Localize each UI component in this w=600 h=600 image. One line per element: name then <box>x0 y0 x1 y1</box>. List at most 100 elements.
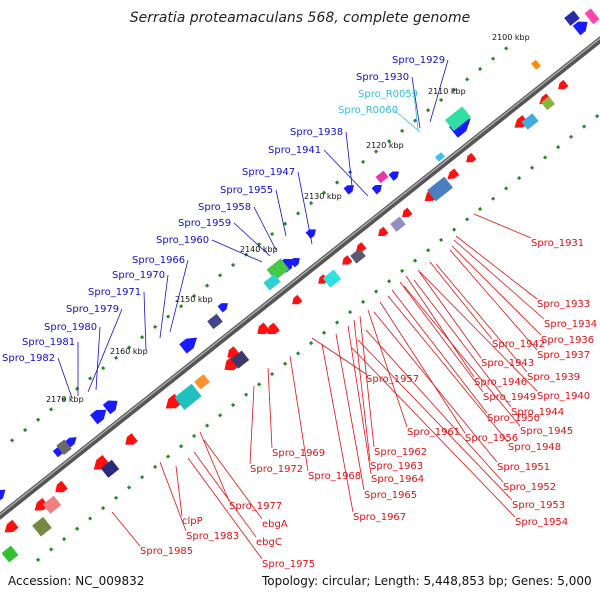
gene-label: Spro_1930 <box>356 72 409 83</box>
gene-block <box>32 516 52 537</box>
gene-label: Spro_1981 <box>22 337 75 348</box>
gene-label: Spro_1942 <box>492 339 545 350</box>
ruler-tick <box>49 407 54 412</box>
ruler-tick <box>114 355 119 360</box>
gene-label: Spro_1985 <box>140 546 193 557</box>
inner-ruler-tick <box>595 114 600 119</box>
inner-ruler-tick <box>335 320 340 325</box>
gene-label: Spro_1965 <box>364 490 417 501</box>
inner-ruler-tick <box>140 475 145 480</box>
leader-line <box>399 281 484 393</box>
gene-label: Spro_1937 <box>537 350 590 361</box>
gene-label: Spro_1944 <box>511 407 564 418</box>
gene-label: Spro_1980 <box>44 322 97 333</box>
ruler-tick <box>465 77 470 82</box>
forward-gene <box>388 171 399 181</box>
gene-label: Spro_1983 <box>186 531 239 542</box>
gene-label: Spro_1957 <box>366 374 419 385</box>
leader-line <box>249 385 255 465</box>
ruler-tick <box>283 221 288 226</box>
ruler-label: 2170 kbp <box>46 395 84 404</box>
inner-ruler-tick <box>530 165 535 170</box>
forward-gene <box>572 21 588 36</box>
ruler-tick <box>296 211 301 216</box>
ruler-label: 2120 kbp <box>366 141 404 150</box>
inner-ruler-tick <box>517 175 522 181</box>
ruler-tick <box>88 376 93 381</box>
gene-label: Spro_R0059 <box>358 89 418 100</box>
forward-gene <box>179 337 198 354</box>
ruler-tick <box>61 396 67 402</box>
gene-label: Spro_1945 <box>520 426 573 437</box>
gene-label: Spro_1958 <box>198 202 251 213</box>
leader-line <box>143 291 147 351</box>
gene-label: Spro_1966 <box>132 255 185 266</box>
gene-label: Spro_1969 <box>272 448 325 459</box>
genome-backbone-highlight <box>0 37 600 516</box>
gene-block <box>435 152 445 162</box>
inner-ruler-tick <box>543 155 548 160</box>
forward-gene <box>90 409 107 425</box>
ruler-tick <box>166 314 171 319</box>
gene-label: Spro_1955 <box>220 185 273 196</box>
leader-line <box>211 239 263 263</box>
leader-line <box>267 367 273 449</box>
leader-line <box>367 309 408 428</box>
gene-label: Spro_1938 <box>290 127 343 138</box>
gene-label: Spro_R0060 <box>338 105 398 116</box>
ruler-label: 2110 kbp <box>428 87 466 96</box>
gene-block <box>427 176 453 202</box>
ruler-tick <box>413 118 418 123</box>
reverse-gene <box>267 322 280 335</box>
inner-ruler-tick <box>75 526 80 531</box>
reverse-gene <box>558 79 569 90</box>
gene-label: Spro_1954 <box>515 517 568 528</box>
ruler-label: 2100 kbp <box>492 33 530 42</box>
leader-line <box>365 329 504 483</box>
inner-ruler-tick <box>439 237 444 243</box>
inner-ruler-tick <box>244 392 249 397</box>
ruler-label: 2140 kbp <box>240 245 278 254</box>
gene-label: Spro_1972 <box>250 464 303 475</box>
leader-line <box>203 439 263 520</box>
inner-ruler-tick <box>451 227 457 232</box>
gene-label: Spro_1963 <box>370 461 423 472</box>
leader-line <box>379 301 466 434</box>
leader-line <box>351 347 516 518</box>
ruler-tick <box>361 159 366 164</box>
leader-line <box>453 239 545 320</box>
reverse-gene <box>165 393 182 409</box>
gene-block <box>531 59 541 70</box>
inner-ruler-tick <box>582 124 587 129</box>
leader-line <box>335 333 365 491</box>
gene-label: Spro_1967 <box>353 512 406 523</box>
gene-label: Spro_1951 <box>497 462 550 473</box>
gene-label: Spro_1931 <box>531 238 584 249</box>
inner-ruler-tick <box>400 268 405 274</box>
inner-ruler-tick <box>127 485 132 490</box>
gene-block <box>194 374 210 390</box>
forward-gene <box>305 229 316 239</box>
leader-line <box>413 93 419 131</box>
ruler-label: 2150 kbp <box>175 295 213 304</box>
gene-block <box>375 170 389 184</box>
gene-block <box>56 439 72 456</box>
leader-line <box>353 319 371 462</box>
inner-ruler-tick <box>62 536 67 542</box>
leader-line <box>345 131 353 187</box>
ruler-tick <box>322 190 327 195</box>
leader-line <box>455 235 538 300</box>
reverse-gene <box>257 322 270 335</box>
leader-line <box>187 457 263 560</box>
gene-block <box>174 383 202 410</box>
gene-label: Spro_1956 <box>465 433 518 444</box>
inner-ruler-tick <box>282 361 288 366</box>
ruler-tick <box>452 87 457 92</box>
inner-ruler-tick <box>100 506 106 511</box>
gene-label: Spro_1946 <box>474 377 527 388</box>
inner-ruler-tick <box>412 258 418 263</box>
ruler-tick <box>153 324 158 329</box>
genome-backbone <box>0 36 600 520</box>
